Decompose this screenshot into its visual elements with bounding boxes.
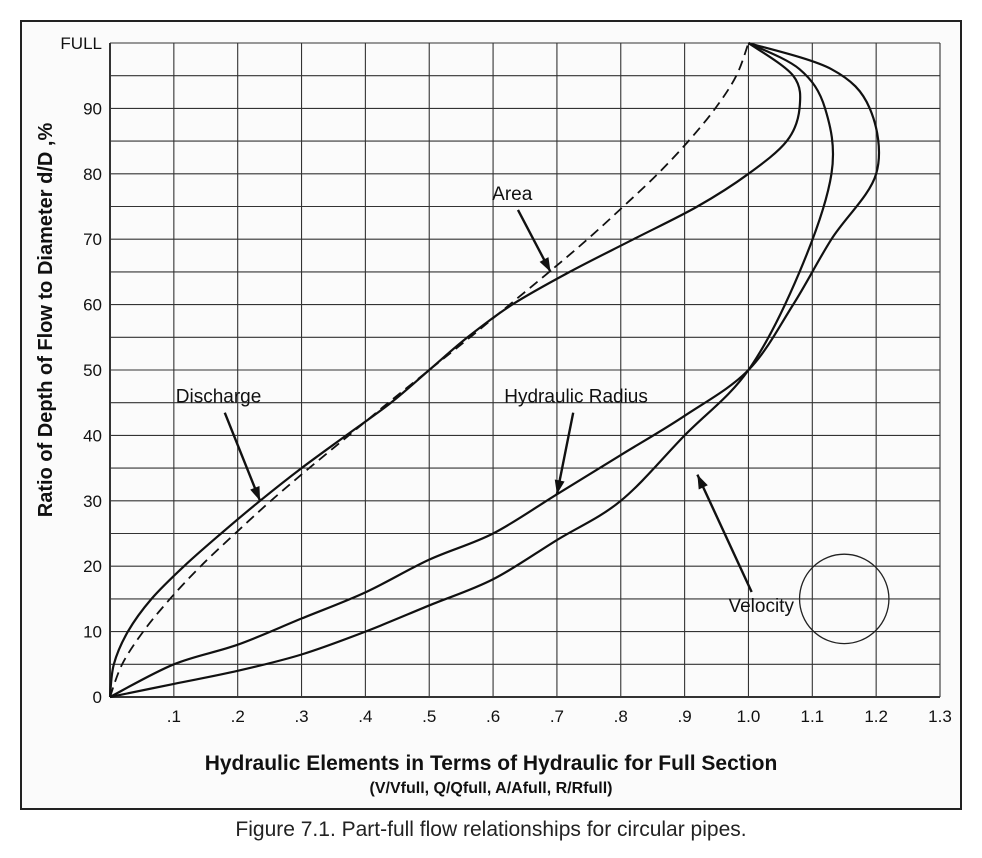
x-tick-label: .5 xyxy=(422,707,436,726)
annotation-arrow-discharge xyxy=(223,412,262,502)
series-line-discharge xyxy=(108,42,802,698)
x-tick-label: .8 xyxy=(614,707,628,726)
annotation-label-area: Area xyxy=(492,184,533,205)
y-tick-label: 40 xyxy=(83,426,102,445)
x-tick-label: .9 xyxy=(678,707,692,726)
grid xyxy=(109,42,941,698)
x-tick-label: .4 xyxy=(358,707,372,726)
y-tick-label: 70 xyxy=(83,230,102,249)
x-tick-label: 1.2 xyxy=(864,707,888,726)
x-tick-label: .2 xyxy=(231,707,245,726)
x-tick-label: .3 xyxy=(294,707,308,726)
y-tick-label: 90 xyxy=(83,99,102,118)
series-line-area xyxy=(109,42,750,698)
annotation-label-discharge: Discharge xyxy=(176,387,262,408)
annotation-arrowhead-velocity xyxy=(697,474,708,490)
x-tick-label: 1.1 xyxy=(800,707,824,726)
y-tick-label: 10 xyxy=(83,623,102,642)
y-tick-label: 80 xyxy=(83,165,102,184)
circle-marker xyxy=(798,553,890,645)
annotation-label-hydraulic-radius: Hydraulic Radius xyxy=(504,387,648,408)
x-tick-label: 1.3 xyxy=(928,707,952,726)
x-axis-title: Hydraulic Elements in Terms of Hydraulic… xyxy=(204,752,778,775)
y-tick-label: 20 xyxy=(83,557,102,576)
y-axis-title: Ratio of Depth of Flow to Diameter d/D ,… xyxy=(35,123,57,518)
x-tick-label: .6 xyxy=(486,707,500,726)
series-line-hydraulic-radius xyxy=(109,41,881,698)
tick-labels: .1 .2 .3 .4 .5 .6 .7 .8 .9 1.0 1.1 1.2 1.3 0 10 20 30 40 5… xyxy=(60,34,951,726)
figure-frame xyxy=(20,20,962,810)
annotation-arrowhead-hydraulic-radius xyxy=(554,479,565,495)
x-tick-label: .7 xyxy=(550,707,564,726)
y-tick-label: 50 xyxy=(83,361,102,380)
y-tick-label: 0 xyxy=(93,688,102,707)
y-tick-label: FULL xyxy=(60,34,102,53)
annotation-label-velocity: Velocity xyxy=(728,596,794,617)
x-axis-subtitle: (V/Vfull, Q/Qfull, A/Afull, R/Rfull) xyxy=(369,780,613,797)
y-tick-label: 30 xyxy=(83,492,102,511)
y-tick-label: 60 xyxy=(83,296,102,315)
x-tick-label: 1.0 xyxy=(737,707,761,726)
annotation-arrowhead-area xyxy=(539,257,551,272)
y-axis-label: Ratio of Depth of Flow to Diameter d/D ,… xyxy=(35,123,57,518)
x-tick-label: .1 xyxy=(167,707,181,726)
annotation-arrow-velocity xyxy=(696,474,753,593)
series-line-velocity xyxy=(109,42,835,699)
series-layer xyxy=(108,41,890,699)
annotation-arrowhead-discharge xyxy=(250,485,261,501)
figure-caption: Figure 7.1. Part-full flow relationships… xyxy=(235,818,747,841)
annotations: Area Discharge Hydraulic Radius Velocity xyxy=(176,184,795,617)
